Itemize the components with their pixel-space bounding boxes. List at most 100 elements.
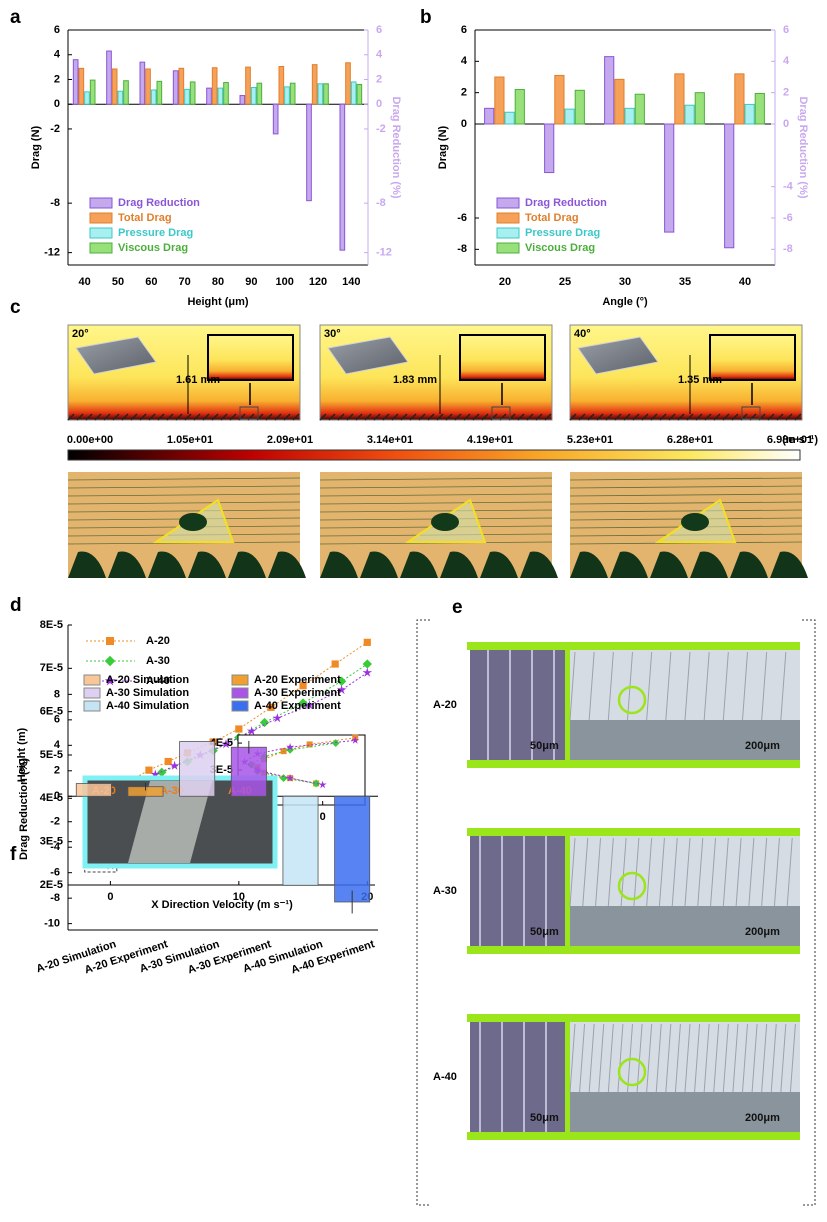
bar — [564, 108, 575, 125]
flow-ring — [617, 1057, 647, 1087]
marker — [104, 655, 116, 667]
sample-label: A-20 — [433, 699, 457, 711]
bar — [494, 76, 505, 125]
bar — [217, 87, 224, 105]
bar — [614, 78, 625, 125]
riblet — [211, 413, 219, 421]
y-axis-title: Drag Reduction (%) — [18, 758, 30, 860]
riblet — [731, 413, 739, 421]
riblet — [569, 413, 577, 421]
riblet — [454, 413, 462, 421]
ridge — [569, 1023, 576, 1093]
bar — [223, 82, 229, 105]
y-tick-label: 4 — [54, 739, 61, 751]
y-tick-label: 2 — [461, 87, 467, 99]
flow-ring — [617, 685, 647, 715]
riblet — [722, 413, 730, 421]
ridge — [722, 651, 729, 721]
riblet — [85, 413, 93, 421]
flow-ring — [617, 871, 647, 901]
x-tick-label: 40 — [79, 276, 91, 288]
zoom-box — [709, 334, 796, 381]
ridge — [607, 837, 614, 907]
ridge — [732, 1023, 739, 1093]
ridge — [735, 837, 742, 907]
y-tick-label: -6 — [457, 212, 467, 224]
bar — [345, 62, 351, 105]
bar — [574, 89, 585, 125]
legend-swatch — [89, 197, 113, 209]
y-tick-label: 4 — [54, 49, 61, 61]
marker — [259, 717, 270, 728]
bar — [311, 64, 318, 105]
bar — [684, 104, 695, 125]
y-axis-title: Drag (N) — [30, 125, 42, 169]
ridge — [742, 1023, 748, 1093]
x-axis-title: Height (μm) — [187, 296, 248, 308]
streamline — [67, 485, 301, 489]
y-tick-label: 8E-5 — [40, 619, 63, 631]
ridge — [694, 1023, 701, 1093]
bar — [334, 795, 371, 903]
marker — [351, 736, 360, 744]
y2-tick-label: -2 — [376, 123, 386, 135]
bar — [734, 73, 745, 125]
zoom-source — [239, 406, 259, 420]
bar — [178, 67, 185, 105]
riblet — [587, 413, 595, 421]
ridge — [569, 651, 576, 721]
bar — [184, 88, 190, 105]
riblet — [364, 413, 372, 421]
riblet — [355, 413, 363, 421]
ridge — [674, 1023, 681, 1093]
riblet — [481, 413, 489, 421]
riblet — [112, 413, 120, 421]
ridge — [579, 1023, 586, 1093]
vortex — [770, 551, 808, 578]
panel-letter: f — [10, 844, 17, 865]
x-tick-label: 100 — [275, 276, 293, 288]
vortex-core — [179, 513, 207, 531]
riblet — [337, 413, 345, 421]
bar — [624, 107, 635, 125]
bar — [634, 93, 645, 125]
y-axis-title: Height (m) — [16, 727, 28, 782]
y-tick-label: 3E-5 — [210, 764, 233, 776]
panel-letter: b — [420, 7, 432, 28]
ridge — [569, 837, 576, 907]
bar — [604, 56, 615, 125]
streamline — [67, 501, 301, 505]
riblet — [614, 413, 622, 421]
legend-swatch — [83, 687, 101, 699]
zoom-box — [207, 334, 294, 381]
vortex — [148, 551, 186, 578]
sem-left — [470, 650, 565, 760]
bar — [317, 83, 324, 105]
ridge — [582, 837, 589, 907]
y-tick-label: 7E-5 — [40, 662, 63, 674]
bar — [350, 81, 357, 105]
y-tick-label: 2 — [54, 765, 60, 777]
marker — [286, 773, 295, 782]
legend-swatch — [496, 212, 520, 224]
ridge — [761, 651, 768, 721]
riblet — [175, 413, 183, 421]
legend-swatch — [231, 674, 249, 686]
panel-letter: d — [10, 595, 22, 616]
riblet — [695, 413, 703, 421]
bar — [754, 92, 765, 125]
vortex — [188, 551, 226, 578]
sample-label: A-40 — [433, 1071, 457, 1083]
bar — [278, 65, 285, 105]
streamline — [569, 485, 803, 489]
riblet — [472, 413, 480, 421]
x-tick-label: 25 — [559, 276, 571, 288]
divider — [565, 836, 570, 946]
streamline — [319, 509, 553, 513]
ridge — [588, 1023, 595, 1093]
green-bar — [467, 1132, 800, 1140]
ridge — [742, 651, 748, 721]
y-tick-label: -8 — [50, 197, 60, 209]
ridge — [703, 1023, 710, 1093]
x-tick-label: 20 — [499, 276, 511, 288]
